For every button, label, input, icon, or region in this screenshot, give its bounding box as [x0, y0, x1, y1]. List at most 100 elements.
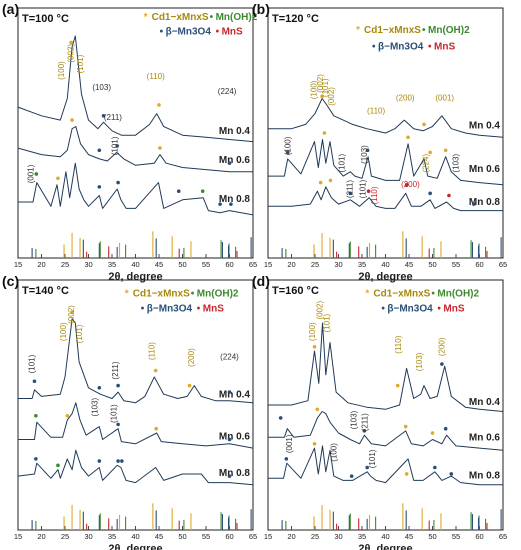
phase-marker-mn3o4 [365, 465, 369, 470]
xrd-trace-mn-0-6 [18, 402, 254, 449]
miller-index-label: (211) [346, 180, 355, 198]
panel-c: 15 20 25 30 35 40 45 50 55 60 65 2θ, degree (c)T=140… [2, 273, 257, 550]
miller-index-label: (110) [147, 342, 156, 360]
phase-marker-mn3o4 [97, 185, 102, 189]
phase-marker-mn3o4 [97, 385, 102, 390]
legend-moh-marker: • [191, 288, 195, 299]
phase-marker-mn3o4 [229, 202, 233, 206]
phase-marker-cds [404, 472, 409, 476]
legend-cds-label: Cd1−xMnxS [373, 288, 430, 299]
panel-label: (a) [2, 1, 19, 17]
miller-index-label: (101) [75, 324, 84, 343]
panel-b: 15 20 25 30 35 40 45 50 55 60 65 2θ, degree (b)T=120… [252, 1, 507, 283]
xrd-trace-mn-0-6 [268, 139, 504, 186]
phase-marker-cds [70, 118, 74, 122]
panel-a: 15 20 25 30 35 40 45 50 55 60 65 2θ, degree (a)T=100… [2, 1, 258, 283]
miller-index-label: (103) [415, 352, 424, 371]
miller-index-label: (100) [308, 322, 317, 341]
miller-index-label: (101) [358, 179, 367, 198]
legend-mns-marker: • [216, 26, 220, 37]
legend-moh-label: Mn(OH)2 [197, 288, 239, 299]
legend-cds-label: Cd1−xMnxS [152, 12, 209, 23]
x-tick-label: 55 [202, 532, 210, 541]
miller-index-label: (224) [218, 87, 237, 96]
miller-index-label: (103) [360, 145, 369, 164]
panel-d: 15 20 25 30 35 40 45 50 55 60 65 2θ, degree (d)T=160… [252, 273, 507, 550]
xrd-trace-mn-0-6 [268, 411, 504, 451]
trace-label: Mn 0.6 [469, 433, 501, 444]
legend-moh-marker: • [210, 12, 214, 23]
legend-mn3o4-label: β−Mn3O4 [166, 26, 212, 37]
phase-marker-cds [69, 40, 73, 45]
phase-marker-mn3o4 [97, 459, 102, 463]
phase-marker-cds [422, 122, 426, 127]
miller-index-label: (200) [401, 180, 420, 189]
x-tick-label: 40 [131, 532, 139, 541]
phase-marker-cds [70, 310, 74, 315]
x-tick-label: 25 [61, 532, 69, 541]
phase-marker-mn3o4 [443, 426, 448, 431]
phase-marker-cds [328, 178, 333, 183]
legend-moh-label: Mn(OH)2 [428, 25, 470, 36]
x-tick-label: 60 [225, 532, 233, 541]
x-tick-label: 25 [61, 260, 69, 269]
phase-marker-moh [34, 413, 38, 418]
x-tick-label: 45 [155, 532, 163, 541]
x-tick-label: 65 [499, 260, 507, 269]
x-tick-label: 35 [358, 260, 366, 269]
temperature-label: T=120 °C [272, 13, 319, 25]
trace-label: Mn 0.8 [469, 197, 501, 208]
miller-index-label: (110) [370, 186, 379, 204]
miller-index-label: (100) [284, 136, 293, 155]
trace-label: Mn 0.6 [219, 431, 251, 442]
x-tick-label: 40 [381, 532, 389, 541]
phase-marker-cds [157, 103, 161, 107]
legend-mns-marker: • [428, 41, 432, 52]
x-tick-label: 45 [155, 260, 163, 269]
x-tick-label: 15 [264, 260, 272, 269]
miller-index-label: (101) [27, 354, 36, 373]
legend: * Cd1−xMnxS • Mn(OH)2• β−Mn3O4 • MnS [356, 25, 470, 52]
trace-label: Mn 0.8 [219, 194, 251, 205]
phase-marker-cds [56, 176, 60, 181]
miller-index-label: (101) [76, 54, 85, 73]
x-tick-label: 20 [287, 532, 295, 541]
phase-marker-mn3o4 [116, 180, 120, 185]
x-tick-label: 35 [108, 532, 116, 541]
miller-index-label: (101) [321, 78, 330, 97]
phase-marker-mn3o4 [348, 191, 353, 196]
trace-label: Mn 0.8 [469, 470, 501, 481]
miller-index-label: (002) [316, 301, 325, 320]
x-tick-label: 65 [249, 532, 257, 541]
x-tick-label: 55 [452, 260, 460, 269]
miller-index-label: (103) [92, 83, 111, 92]
xrd-trace-mn-0-4 [17, 35, 254, 143]
legend-mns-label: MnS [203, 303, 224, 314]
legend-mns-label: MnS [443, 303, 464, 314]
legend-moh-label: Mn(OH)2 [216, 12, 258, 23]
phase-marker-mn3o4 [227, 437, 232, 442]
phase-marker-mn3o4 [472, 202, 476, 206]
trace-label: Mn 0.6 [469, 164, 501, 175]
phase-marker-mn3o4 [449, 472, 454, 476]
trace-label: Mn 0.8 [219, 468, 251, 479]
x-tick-label: 25 [311, 532, 319, 541]
legend-mn3o4-marker: • [160, 26, 164, 37]
phase-marker-mn3o4 [227, 390, 232, 394]
panel-label: (d) [252, 273, 270, 289]
phase-marker-cds [428, 150, 432, 155]
legend-mns-marker: • [197, 303, 201, 314]
phase-marker-cds [158, 146, 162, 150]
xrd-trace-mn-0-8 [268, 186, 503, 212]
x-tick-label: 65 [249, 260, 257, 269]
temperature-label: T=160 °C [272, 285, 319, 297]
x-tick-label: 15 [14, 532, 22, 541]
x-tick-label: 25 [311, 260, 319, 269]
miller-index-label: (110) [394, 335, 403, 353]
x-tick-label: 30 [334, 532, 342, 541]
legend-moh-marker: • [431, 288, 435, 299]
x-axis-label: 2θ, degree [108, 271, 162, 283]
trace-label: Mn 0.4 [469, 121, 501, 132]
phase-marker-mns [366, 189, 371, 193]
xrd-trace-mn-0-8 [17, 449, 254, 486]
